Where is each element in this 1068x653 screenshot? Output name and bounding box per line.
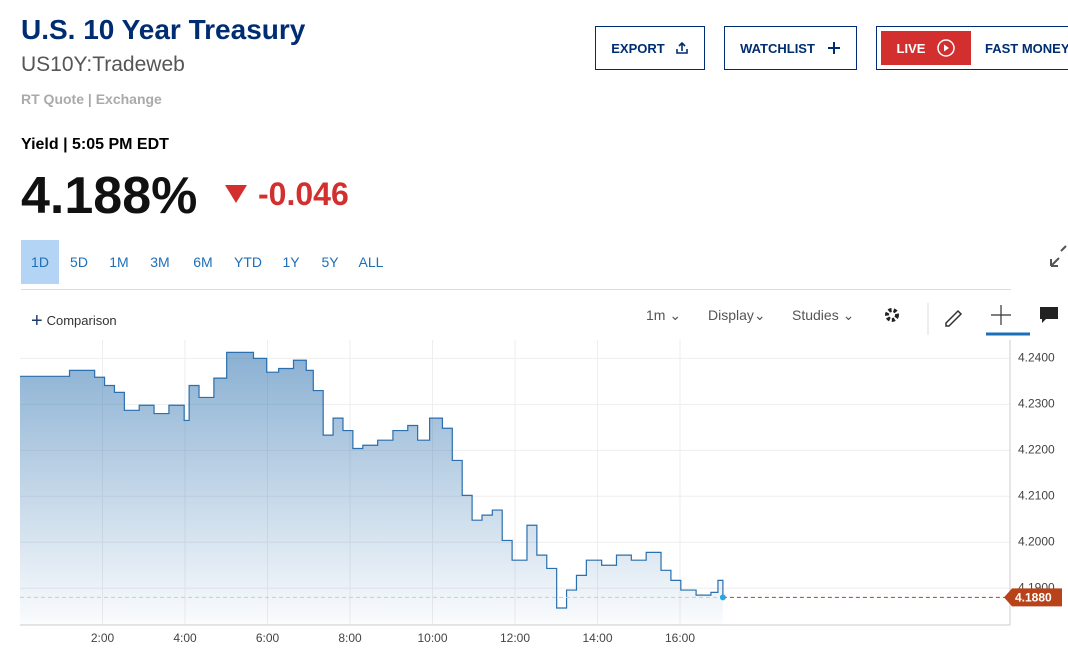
label: EXPORT (611, 40, 665, 56)
range-tab[interactable]: 3M (150, 254, 170, 270)
y-tick-label: 4.2000 (1018, 534, 1055, 548)
divider (21, 289, 1011, 290)
source: RT Quote | Exchange (21, 91, 162, 107)
comment-icon[interactable] (1040, 307, 1058, 323)
quote-label: Yield | 5:05 PM EDT (21, 136, 169, 153)
label: Studies (792, 307, 839, 323)
label: WATCHLIST (740, 40, 815, 56)
watchlist-button[interactable]: WATCHLIST (724, 26, 857, 70)
settings-icon[interactable] (885, 308, 899, 322)
last-value-label: 4.1880 (1015, 591, 1052, 605)
y-tick-label: 4.2200 (1018, 442, 1055, 456)
symbol: US10Y:Tradeweb (21, 53, 185, 76)
change: -0.046 (258, 176, 349, 212)
interval-menu[interactable]: 1m ⌄ (646, 307, 682, 323)
icon (827, 42, 840, 54)
label: Display (708, 307, 754, 323)
price: 4.188% (21, 167, 198, 225)
show-name: FAST MONEY (985, 40, 1068, 56)
last-value-tag (1004, 588, 1062, 607)
label: LIVE (896, 40, 926, 56)
y-tick-label: 4.2100 (1018, 488, 1055, 502)
x-tick-label: 12:00 (500, 631, 530, 645)
expand-icon[interactable] (1048, 244, 1068, 268)
last-point (719, 594, 726, 601)
export-button[interactable]: EXPORT (595, 26, 705, 70)
y-tick-label: 4.2300 (1018, 397, 1055, 411)
range-tab[interactable]: 6M (193, 254, 213, 270)
draw-icon[interactable] (945, 309, 963, 327)
label: 1m (646, 307, 666, 323)
comparison[interactable]: + Comparison (31, 310, 117, 332)
range-tab[interactable]: 5D (70, 254, 88, 270)
x-tick-label: 10:00 (417, 631, 447, 645)
icon (675, 41, 688, 54)
tool-icons (885, 303, 1058, 336)
range-tab[interactable]: YTD (234, 254, 262, 270)
x-tick-label: 14:00 (582, 631, 612, 645)
x-tick-label: 16:00 (665, 631, 695, 645)
range-tab[interactable]: ALL (358, 254, 384, 270)
icon (937, 39, 956, 57)
live-button[interactable]: LIVE FAST MONEY (876, 26, 1068, 70)
display-menu[interactable]: Display⌄ (708, 307, 766, 323)
x-tick-label: 4:00 (173, 631, 197, 645)
y-tick-label: 4.2400 (1018, 351, 1055, 365)
x-tick-label: 2:00 (91, 631, 115, 645)
range-tab[interactable]: 1Y (282, 254, 300, 270)
range-tab[interactable]: 1M (109, 254, 129, 270)
crosshair-icon[interactable] (991, 305, 1011, 325)
title: U.S. 10 Year Treasury (21, 14, 306, 45)
range-tab[interactable]: 5Y (321, 254, 339, 270)
label: Comparison (46, 313, 117, 328)
area (20, 352, 723, 625)
x-tick-label: 6:00 (256, 631, 280, 645)
live-badge: LIVE (881, 31, 971, 65)
studies-menu[interactable]: Studies ⌄ (792, 307, 855, 323)
down-arrow (225, 185, 247, 203)
range-tab[interactable]: 1D (21, 240, 59, 284)
x-tick-label: 8:00 (338, 631, 362, 645)
line (20, 351, 724, 609)
